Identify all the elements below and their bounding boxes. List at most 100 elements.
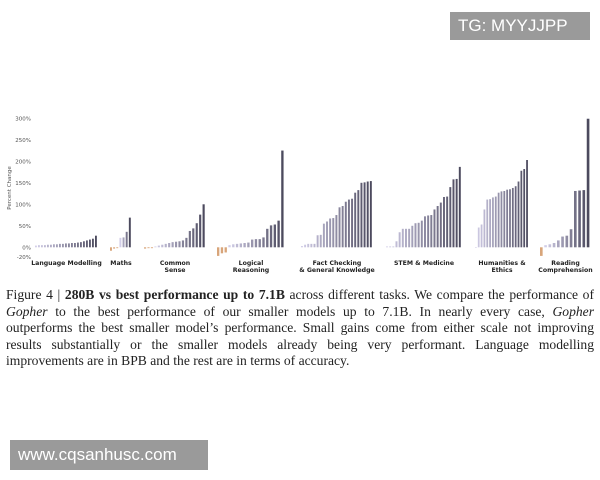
bar [366, 181, 369, 248]
bar [557, 240, 560, 248]
caption-italic: Gopher [6, 303, 48, 319]
bar [389, 246, 392, 248]
bar [185, 237, 188, 248]
bar [192, 228, 195, 248]
bar [526, 160, 528, 248]
bar [401, 228, 404, 248]
bar [254, 239, 258, 248]
bar [188, 230, 191, 248]
bar [509, 189, 511, 248]
bar [360, 182, 363, 248]
bar [47, 244, 49, 248]
category-label: & General Knowledge [299, 267, 374, 274]
bar [195, 223, 198, 248]
category-label: Ethics [491, 267, 512, 274]
bar [38, 245, 40, 248]
bar [392, 246, 395, 248]
bar [247, 242, 250, 248]
y-tick-label: 300% [15, 116, 31, 122]
bar [307, 243, 310, 248]
bar [517, 181, 520, 248]
bar [53, 244, 55, 248]
bar [144, 247, 147, 249]
bar [363, 182, 366, 248]
bar [171, 242, 174, 248]
bar [161, 244, 164, 248]
bar [220, 247, 224, 254]
category-label: Humanities & [478, 260, 526, 267]
bar [408, 228, 411, 248]
bar [125, 231, 128, 248]
bar [304, 244, 307, 248]
bar [386, 246, 388, 248]
bar [217, 247, 220, 256]
bar [338, 207, 341, 248]
bar [251, 239, 254, 248]
bar [344, 201, 347, 248]
caption-italic: Gopher [552, 303, 594, 319]
bar [77, 242, 79, 248]
bar [486, 199, 489, 248]
bar [405, 228, 407, 248]
bar [266, 228, 269, 248]
bar [427, 215, 430, 248]
bar [455, 178, 458, 248]
bar [322, 223, 325, 248]
bar [458, 166, 461, 248]
bar [232, 244, 235, 248]
y-axis-label: Percent Change [7, 166, 13, 210]
bar [128, 217, 131, 248]
bar [511, 187, 514, 248]
bar [235, 243, 239, 248]
y-tick-label: 0% [22, 245, 31, 251]
bar [199, 214, 202, 248]
y-tick-label: 250% [15, 138, 31, 144]
bar [483, 209, 486, 248]
bar [319, 234, 322, 248]
bar [446, 196, 449, 248]
bar [110, 247, 112, 251]
category-label: Maths [110, 260, 132, 267]
y-tick-label: 100% [15, 202, 31, 208]
bar [436, 206, 439, 248]
bar [122, 237, 125, 248]
bar [552, 243, 556, 248]
watermark-top-text: TG: MYYJJPP [458, 16, 568, 35]
y-tick-label: 200% [15, 159, 31, 165]
bar [35, 245, 37, 248]
bar [164, 243, 167, 248]
bar [116, 247, 119, 249]
bar [62, 243, 64, 248]
bar [514, 186, 517, 248]
bar [569, 229, 573, 248]
bar [497, 192, 500, 248]
bar [181, 240, 185, 248]
category-label: Common [160, 260, 190, 267]
bar [202, 204, 205, 248]
bar [480, 224, 483, 248]
bar [475, 247, 477, 248]
bar [439, 202, 442, 248]
bar [523, 169, 526, 248]
bar [92, 238, 94, 248]
bar [489, 199, 491, 248]
caption-text: outperforms the best smaller model’s per… [6, 320, 594, 369]
bar [452, 179, 455, 248]
bar [414, 223, 417, 248]
bar [239, 243, 243, 248]
bar [424, 216, 426, 248]
bar [301, 246, 303, 248]
watermark-bottom: www.cqsanhusc.com [10, 440, 208, 470]
bar [578, 190, 581, 248]
bar [430, 215, 433, 248]
bar [178, 241, 181, 248]
bar [68, 243, 70, 248]
bar [544, 245, 547, 248]
bar [574, 190, 577, 248]
bar [74, 243, 76, 248]
bar [506, 189, 509, 248]
category-label: Reading [551, 260, 580, 267]
bar [59, 243, 61, 248]
bar [477, 227, 480, 248]
bar [503, 190, 506, 248]
